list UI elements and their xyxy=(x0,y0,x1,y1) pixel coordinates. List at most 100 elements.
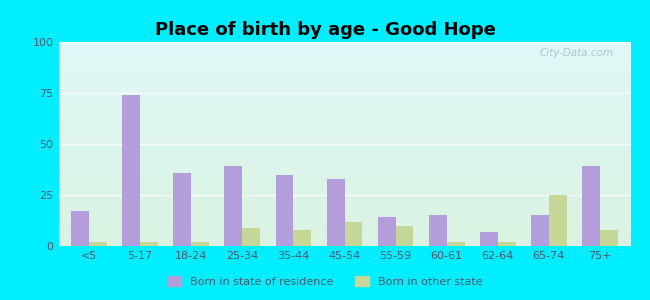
Bar xyxy=(58,182,630,183)
Bar xyxy=(531,215,549,246)
Bar xyxy=(58,161,630,162)
Bar xyxy=(58,199,630,200)
Bar xyxy=(58,213,630,214)
Bar xyxy=(58,78,630,79)
Bar xyxy=(140,242,158,246)
Bar xyxy=(58,185,630,186)
Bar xyxy=(58,197,630,198)
Bar xyxy=(58,43,630,44)
Bar xyxy=(58,94,630,95)
Bar xyxy=(58,86,630,87)
Bar xyxy=(293,230,311,246)
Bar xyxy=(58,143,630,144)
Bar xyxy=(58,236,630,237)
Bar xyxy=(58,91,630,92)
Bar xyxy=(58,126,630,127)
Bar xyxy=(58,118,630,119)
Bar xyxy=(58,221,630,223)
Bar xyxy=(58,206,630,207)
Bar xyxy=(58,81,630,82)
Bar xyxy=(58,72,630,73)
Bar xyxy=(174,172,191,246)
Bar xyxy=(191,242,209,246)
Bar xyxy=(480,232,498,246)
Bar xyxy=(58,152,630,153)
Bar xyxy=(58,190,630,191)
Bar xyxy=(58,49,630,50)
Bar xyxy=(58,63,630,64)
Bar xyxy=(58,88,630,89)
Bar xyxy=(58,157,630,158)
Bar xyxy=(58,90,630,91)
Bar xyxy=(58,97,630,98)
Bar xyxy=(58,175,630,176)
Bar xyxy=(58,223,630,224)
Bar xyxy=(58,226,630,228)
Bar xyxy=(58,142,630,143)
Bar xyxy=(58,146,630,147)
Bar xyxy=(58,46,630,47)
Bar xyxy=(58,48,630,49)
Bar xyxy=(58,123,630,124)
Bar xyxy=(58,147,630,148)
Bar xyxy=(58,229,630,230)
Bar xyxy=(58,235,630,236)
Bar xyxy=(58,118,630,119)
Bar xyxy=(58,243,630,244)
Bar xyxy=(58,98,630,99)
Bar xyxy=(326,179,344,246)
Bar xyxy=(58,220,630,221)
Bar xyxy=(58,240,630,241)
Bar xyxy=(58,106,630,107)
Bar xyxy=(58,184,630,185)
Bar xyxy=(58,121,630,122)
Bar xyxy=(58,103,630,104)
Bar xyxy=(58,124,630,126)
Bar xyxy=(58,82,630,83)
Bar xyxy=(582,167,600,246)
Bar xyxy=(498,242,515,246)
Bar xyxy=(58,52,630,53)
Bar xyxy=(58,50,630,51)
Legend: Born in state of residence, Born in other state: Born in state of residence, Born in othe… xyxy=(163,272,487,291)
Bar xyxy=(58,79,630,80)
Bar xyxy=(58,119,630,121)
Bar xyxy=(58,150,630,151)
Bar xyxy=(58,128,630,129)
Bar xyxy=(58,212,630,213)
Bar xyxy=(58,160,630,161)
Bar xyxy=(58,194,630,195)
Bar xyxy=(58,54,630,55)
Bar xyxy=(58,216,630,217)
Bar xyxy=(58,122,630,123)
Bar xyxy=(58,96,630,97)
Bar xyxy=(58,207,630,208)
Bar xyxy=(58,231,630,232)
Bar xyxy=(58,140,630,141)
Bar xyxy=(58,89,630,90)
Bar xyxy=(58,162,630,164)
Bar xyxy=(58,154,630,155)
Bar xyxy=(58,239,630,240)
Bar xyxy=(58,133,630,134)
Bar xyxy=(58,75,630,76)
Bar xyxy=(58,164,630,165)
Bar xyxy=(58,85,630,86)
Bar xyxy=(58,149,630,150)
Bar xyxy=(58,135,630,136)
Bar xyxy=(58,116,630,118)
Bar xyxy=(58,58,630,59)
Bar xyxy=(58,45,630,46)
Bar xyxy=(58,167,630,169)
Bar xyxy=(58,215,630,216)
Text: City-Data.com: City-Data.com xyxy=(540,48,614,58)
Bar xyxy=(58,189,630,190)
Bar xyxy=(58,53,630,54)
Bar xyxy=(58,95,630,96)
Bar xyxy=(58,56,630,57)
Bar xyxy=(58,158,630,159)
Bar xyxy=(58,44,630,45)
Bar xyxy=(58,113,630,114)
Bar xyxy=(58,134,630,135)
Bar xyxy=(58,244,630,245)
